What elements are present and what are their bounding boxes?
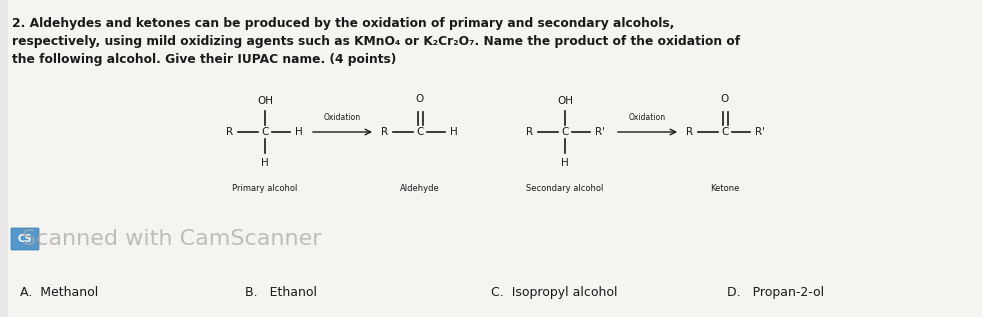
Text: R': R' <box>755 127 765 137</box>
Text: Ketone: Ketone <box>710 184 739 193</box>
Text: OH: OH <box>557 96 573 106</box>
Text: Aldehyde: Aldehyde <box>400 184 440 193</box>
Text: B.   Ethanol: B. Ethanol <box>246 286 317 299</box>
Text: A.  Methanol: A. Methanol <box>20 286 98 299</box>
Text: Primary alcohol: Primary alcohol <box>233 184 298 193</box>
Text: H: H <box>450 127 458 137</box>
Text: Scanned with CamScanner: Scanned with CamScanner <box>23 229 322 249</box>
Text: Oxidation: Oxidation <box>628 113 666 122</box>
Text: D.   Propan-2-ol: D. Propan-2-ol <box>727 286 824 299</box>
FancyBboxPatch shape <box>11 228 39 250</box>
Text: Secondary alcohol: Secondary alcohol <box>526 184 604 193</box>
Text: R: R <box>526 127 533 137</box>
Text: C: C <box>416 127 423 137</box>
Text: O: O <box>721 94 729 104</box>
Text: C: C <box>261 127 269 137</box>
Text: OH: OH <box>257 96 273 106</box>
Text: C.  Isopropyl alcohol: C. Isopropyl alcohol <box>491 286 618 299</box>
Text: R: R <box>685 127 693 137</box>
Text: 2. Aldehydes and ketones can be produced by the oxidation of primary and seconda: 2. Aldehydes and ketones can be produced… <box>12 17 675 30</box>
Text: R: R <box>381 127 388 137</box>
Text: Oxidation: Oxidation <box>324 113 361 122</box>
Text: respectively, using mild oxidizing agents such as KMnO₄ or K₂Cr₂O₇. Name the pro: respectively, using mild oxidizing agent… <box>12 35 740 48</box>
Text: H: H <box>295 127 302 137</box>
Text: R: R <box>226 127 233 137</box>
Text: H: H <box>561 158 569 168</box>
Text: O: O <box>415 94 424 104</box>
Text: R': R' <box>595 127 605 137</box>
Text: CS: CS <box>18 234 32 244</box>
Text: C: C <box>562 127 569 137</box>
Text: H: H <box>261 158 269 168</box>
Text: the following alcohol. Give their IUPAC name. (4 points): the following alcohol. Give their IUPAC … <box>12 53 397 66</box>
FancyBboxPatch shape <box>8 0 982 317</box>
Text: C: C <box>722 127 729 137</box>
